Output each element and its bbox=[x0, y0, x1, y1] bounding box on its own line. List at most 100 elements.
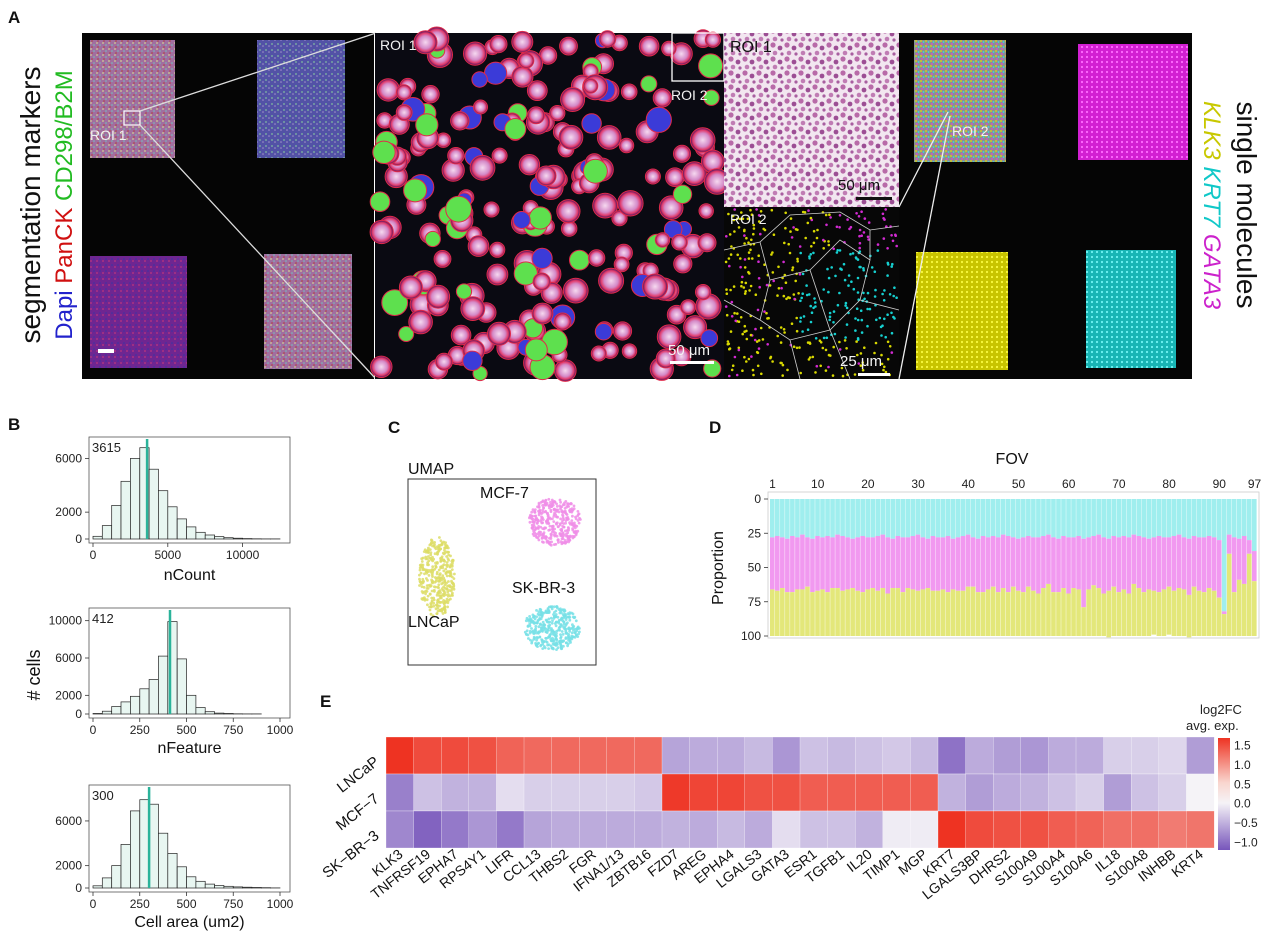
molecule-dot bbox=[844, 301, 848, 305]
hist-bar bbox=[223, 537, 234, 540]
umap-point bbox=[447, 580, 450, 583]
umap-point bbox=[553, 605, 556, 609]
umap-point bbox=[421, 568, 425, 572]
molecule-dot bbox=[807, 358, 811, 361]
fov-bar-segment bbox=[1081, 499, 1086, 539]
fov-bar-segment bbox=[790, 535, 795, 593]
fov-bar-segment bbox=[1221, 499, 1227, 612]
molecule-dot bbox=[886, 261, 890, 265]
hist-bar bbox=[111, 706, 122, 715]
fov-bar-segment bbox=[1026, 499, 1031, 536]
fov-bar-segment bbox=[1046, 499, 1051, 535]
fov-bar-segment bbox=[965, 586, 971, 636]
umap-point bbox=[533, 617, 537, 621]
x-tick-label: 1000 bbox=[267, 897, 294, 911]
fov-bar-segment bbox=[1176, 534, 1182, 589]
umap-point bbox=[434, 564, 438, 568]
fov-bar-segment bbox=[805, 537, 810, 587]
histogram-cell-area: 300 0 250 500 750 1000 0 2000 6000 Cell area (um2… bbox=[55, 784, 294, 931]
he-image bbox=[724, 33, 899, 207]
fov-bar-segment bbox=[1031, 499, 1036, 538]
heatmap-cell bbox=[1075, 810, 1105, 849]
umap-point bbox=[432, 588, 436, 592]
hist-bar bbox=[111, 865, 122, 889]
molecule-dot bbox=[759, 210, 763, 213]
cell bbox=[531, 302, 554, 325]
molecule-dot bbox=[862, 231, 866, 234]
umap-point bbox=[430, 538, 433, 542]
fov-bar-segment bbox=[1005, 592, 1011, 636]
molecule-dot bbox=[838, 348, 842, 351]
fov-bar-segment bbox=[905, 537, 911, 589]
heatmap-cell bbox=[882, 810, 911, 849]
umap-point bbox=[567, 517, 570, 521]
cell bbox=[512, 211, 531, 229]
x-tick-label: 250 bbox=[130, 723, 150, 737]
umap-point bbox=[548, 620, 552, 624]
fov-bar-segment bbox=[1000, 499, 1006, 535]
fov-bar-segment bbox=[1000, 588, 1006, 636]
molecule-dot bbox=[763, 263, 766, 267]
cell bbox=[433, 250, 452, 268]
heatmap-cell bbox=[634, 736, 663, 775]
molecule-dot bbox=[838, 226, 841, 229]
hist-bar bbox=[223, 885, 234, 889]
umap-point bbox=[557, 626, 561, 630]
fov-bar-segment bbox=[1010, 537, 1016, 587]
umap-point bbox=[570, 631, 574, 635]
molecule-dot bbox=[772, 233, 776, 236]
y-tick-label: 6000 bbox=[55, 814, 82, 828]
umap-point bbox=[550, 540, 553, 544]
molecule-dot bbox=[882, 299, 886, 302]
roi1-label-overview: ROI 1 bbox=[90, 127, 127, 143]
fov-bar-segment bbox=[1131, 534, 1137, 584]
umap-point bbox=[427, 574, 431, 577]
roi1-label-zoom: ROI 1 bbox=[380, 37, 417, 53]
legend-tick-label: 1.5 bbox=[1234, 739, 1251, 753]
umap-point bbox=[550, 629, 554, 633]
molecule-dot bbox=[808, 342, 812, 345]
umap-point bbox=[427, 569, 431, 572]
heatmap-cell bbox=[661, 736, 691, 775]
umap-point bbox=[566, 502, 570, 506]
umap-points bbox=[418, 497, 582, 651]
molecule-dot bbox=[728, 374, 731, 378]
umap-point bbox=[435, 612, 439, 615]
fov-bar-segment bbox=[1066, 537, 1071, 594]
umap-point bbox=[550, 498, 554, 502]
molecule-dot bbox=[743, 324, 747, 328]
umap-point bbox=[427, 546, 430, 550]
molecule-dot bbox=[876, 243, 880, 246]
umap-point bbox=[563, 612, 567, 616]
fov-bar-segment bbox=[895, 499, 901, 536]
molecule-dot bbox=[729, 288, 732, 292]
cell bbox=[594, 322, 613, 341]
umap-point bbox=[440, 596, 443, 600]
umap-point bbox=[541, 540, 544, 544]
molecule-dot bbox=[743, 292, 747, 295]
fov-bar-segment bbox=[985, 589, 991, 636]
molecule-dot bbox=[784, 211, 787, 215]
molecule-dot bbox=[770, 253, 773, 256]
umap-point bbox=[533, 511, 537, 514]
fov-xtick-label: 1 bbox=[769, 477, 776, 491]
fov-bar-segment bbox=[1081, 607, 1086, 636]
fov-bar-segment bbox=[995, 499, 1001, 538]
fov-bar-segment bbox=[990, 499, 996, 536]
molecule-dot bbox=[816, 228, 819, 232]
fov-bar-segment bbox=[1010, 586, 1016, 636]
umap-point bbox=[445, 581, 448, 585]
cell bbox=[408, 309, 433, 335]
umap-point bbox=[443, 586, 447, 590]
molecule-dot bbox=[856, 276, 860, 280]
cell bbox=[484, 61, 508, 85]
cell bbox=[590, 345, 607, 362]
molecule-dot bbox=[812, 241, 816, 245]
umap-point bbox=[527, 637, 530, 640]
molecule-dot bbox=[874, 288, 877, 292]
umap-point bbox=[562, 639, 565, 643]
molecule-dot bbox=[790, 322, 794, 326]
umap-point bbox=[539, 610, 543, 614]
heatmap-cell bbox=[799, 736, 829, 775]
